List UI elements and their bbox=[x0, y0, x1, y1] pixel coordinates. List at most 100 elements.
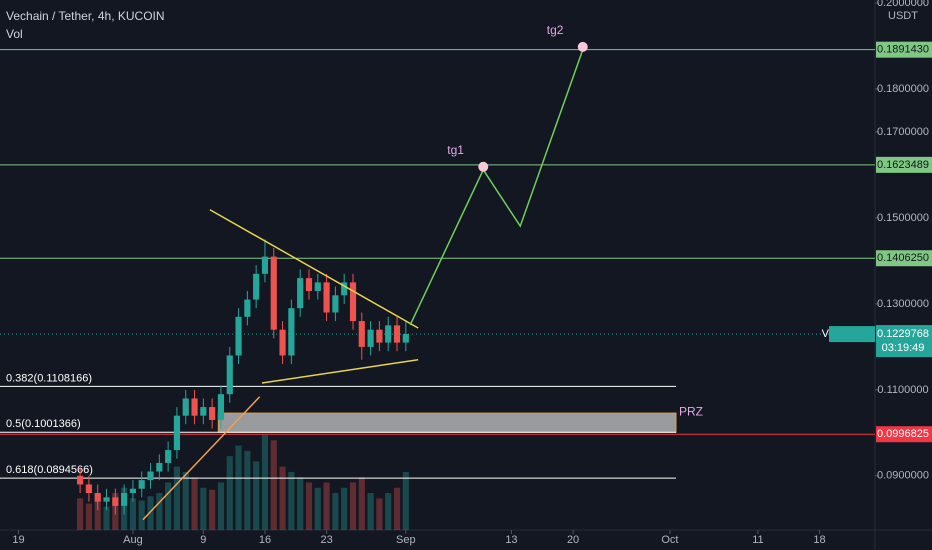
volume-bar bbox=[376, 498, 383, 530]
level-label: 0.1406250 bbox=[877, 252, 929, 264]
level-label: 0.1623489 bbox=[877, 159, 929, 171]
volume-bar bbox=[279, 466, 286, 530]
volume-bar bbox=[217, 482, 225, 530]
candle-body bbox=[129, 488, 137, 494]
volume-bar bbox=[385, 493, 392, 530]
countdown: 03:19:49 bbox=[882, 342, 925, 354]
target-point bbox=[577, 41, 588, 52]
volume-bar bbox=[156, 493, 163, 530]
volume-bar bbox=[341, 487, 348, 530]
volume-bar bbox=[147, 496, 154, 530]
candle-body bbox=[393, 325, 401, 343]
fib-label: 0.618(0.0894566) bbox=[6, 464, 93, 476]
volume-bar bbox=[305, 482, 313, 530]
last-price-label: 0.1229768 bbox=[877, 328, 929, 340]
candle-body bbox=[288, 308, 295, 356]
candle-body bbox=[112, 497, 119, 506]
candle-body bbox=[138, 480, 145, 489]
volume-bar bbox=[200, 487, 207, 530]
candle-body bbox=[358, 321, 365, 347]
candle-body bbox=[165, 450, 172, 463]
volume-bar bbox=[129, 498, 137, 530]
volume-bar bbox=[173, 466, 181, 530]
candle-body bbox=[270, 256, 277, 330]
prz-label: PRZ bbox=[679, 404, 703, 418]
volume-bar bbox=[244, 450, 251, 530]
symbol-tag bbox=[829, 326, 875, 343]
x-tick-label: 18 bbox=[813, 534, 825, 546]
candle-body bbox=[349, 282, 357, 322]
candle-body bbox=[261, 256, 269, 274]
volume-bar bbox=[367, 493, 374, 530]
volume-bar bbox=[358, 477, 365, 530]
candle-body bbox=[244, 299, 251, 317]
candle-body bbox=[402, 333, 409, 343]
prz-zone bbox=[217, 412, 677, 433]
y-tick-label: 0.1100000 bbox=[877, 384, 928, 396]
level-label: 0.1891430 bbox=[877, 44, 929, 56]
volume-bar bbox=[349, 482, 357, 530]
level-tag bbox=[876, 41, 932, 58]
y-tick-label: 0.1500000 bbox=[877, 212, 929, 224]
volume-bar bbox=[191, 477, 198, 530]
candle-body bbox=[217, 394, 225, 420]
volume-bar bbox=[393, 487, 401, 530]
level-tag bbox=[876, 156, 932, 173]
candle-body bbox=[305, 278, 313, 292]
candle-body bbox=[103, 497, 110, 502]
trend-line bbox=[409, 49, 584, 326]
volume-bar bbox=[297, 477, 304, 530]
candle-body bbox=[376, 329, 383, 343]
candle-body bbox=[367, 329, 374, 347]
unit-label: USDT bbox=[888, 10, 918, 22]
x-tick-label: 20 bbox=[567, 534, 579, 546]
x-tick-label: Sep bbox=[396, 534, 416, 546]
y-tick-label: 0.2000000 bbox=[877, 0, 929, 9]
price-axis bbox=[875, 0, 932, 550]
volume-bar bbox=[253, 461, 260, 530]
candle-body bbox=[147, 471, 154, 481]
y-tick-label: 0.1800000 bbox=[877, 83, 929, 95]
volume-bar bbox=[209, 489, 216, 530]
fib-label: 0.5(0.1001366) bbox=[6, 418, 81, 430]
fib-label: 0.382(0.1108166) bbox=[6, 372, 92, 384]
candle-body bbox=[314, 282, 321, 292]
level-label: 0.0996825 bbox=[877, 428, 929, 440]
x-tick-label: Oct bbox=[661, 534, 678, 546]
volume-bar bbox=[182, 471, 189, 530]
candle-body bbox=[323, 282, 330, 313]
volume-bar bbox=[138, 500, 145, 530]
candle-body bbox=[226, 355, 233, 395]
volume-bar bbox=[165, 482, 172, 530]
candle-body bbox=[156, 462, 163, 472]
y-tick-label: 0.0900000 bbox=[877, 470, 929, 482]
volume-bar bbox=[85, 503, 92, 530]
volume-bar bbox=[226, 456, 233, 530]
plot-area bbox=[0, 0, 875, 530]
volume-bar bbox=[323, 482, 330, 530]
trend-line bbox=[142, 396, 261, 521]
volume-bar bbox=[103, 506, 110, 530]
target-label: tg1 bbox=[447, 143, 464, 157]
candle-body bbox=[341, 282, 348, 296]
level-tag bbox=[876, 250, 932, 267]
trend-line bbox=[209, 209, 419, 329]
candle-body bbox=[297, 278, 304, 309]
candle-body bbox=[121, 493, 128, 506]
target-point bbox=[478, 161, 489, 172]
candle-body bbox=[385, 325, 392, 343]
level-tag bbox=[876, 426, 932, 443]
volume-bar bbox=[402, 471, 409, 530]
y-tick-label: 0.1300000 bbox=[877, 298, 929, 310]
candle-body bbox=[182, 398, 189, 416]
candle-body bbox=[279, 329, 286, 356]
volume-bar bbox=[235, 445, 242, 530]
candle-body bbox=[77, 475, 84, 485]
x-tick-label: 23 bbox=[320, 534, 332, 546]
x-tick-label: 19 bbox=[12, 534, 24, 546]
trend-line bbox=[261, 359, 419, 384]
candle-body bbox=[191, 398, 198, 416]
subtitle: Vol bbox=[6, 27, 23, 41]
x-tick-label: 13 bbox=[505, 534, 517, 546]
